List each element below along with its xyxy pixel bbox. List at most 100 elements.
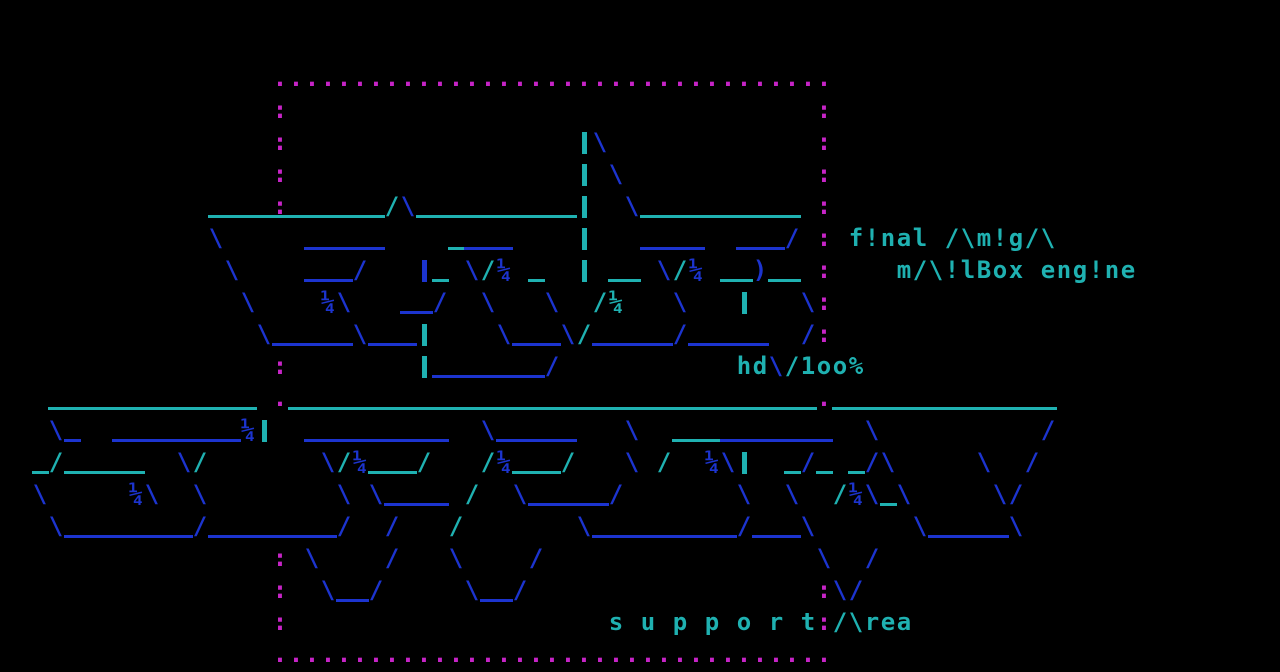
art-line [416, 439, 433, 442]
art-line [640, 343, 657, 346]
art-char: \ [576, 512, 592, 540]
art-line [368, 247, 385, 250]
art-line [528, 279, 545, 282]
art-line [880, 407, 897, 410]
title-final-amiga-char: \ [1040, 224, 1056, 252]
art-line [624, 279, 641, 282]
label-hd-char: d [752, 352, 768, 380]
art-line [192, 407, 209, 410]
art-char: \ [336, 288, 352, 316]
art-char: / [384, 192, 400, 220]
art-line [144, 535, 161, 538]
border-bottom: ................................... [272, 640, 832, 672]
label-hd-percent: 1 o o% [800, 352, 864, 384]
border-top-char: . [672, 64, 688, 92]
art-bar [582, 260, 587, 282]
title-final-amiga-char: / [1024, 224, 1040, 252]
art-char: / [448, 512, 464, 540]
title-final-amiga-char: f [848, 224, 864, 252]
art-line [672, 247, 689, 250]
art-char: \ [816, 544, 832, 572]
art-char: : [816, 320, 832, 348]
title-mailbox-engine-char: n [1056, 256, 1072, 284]
title-mailbox-engine-char: o [992, 256, 1008, 284]
art-char: ¼ [848, 480, 864, 508]
art-line [496, 439, 513, 442]
title-final-amiga-char: a [896, 224, 912, 252]
title-final-amiga-char: \ [960, 224, 976, 252]
art-line [496, 247, 513, 250]
border-top: ................................... [272, 64, 832, 96]
art-line [384, 407, 401, 410]
art-char: / [1040, 416, 1056, 444]
art-char: \ [672, 288, 688, 316]
art-char: \ [544, 288, 560, 316]
art-char: \ [352, 320, 368, 348]
art-bar [582, 132, 587, 154]
art-line [688, 247, 705, 250]
art-line [688, 439, 705, 442]
border-top-char: . [544, 64, 560, 92]
art-char: \ [32, 480, 48, 508]
art-char: \ [864, 480, 880, 508]
art-line [336, 343, 353, 346]
art-line [432, 503, 449, 506]
art-bar [742, 452, 747, 474]
border-bottom-char: . [464, 640, 480, 668]
art-line [512, 375, 529, 378]
art-char: : [272, 160, 288, 188]
art-char: / [432, 288, 448, 316]
art-line [560, 439, 577, 442]
title-mailbox-engine-char: n [1104, 256, 1120, 284]
border-bottom-char: . [480, 640, 496, 668]
border-top-char: . [304, 64, 320, 92]
art-char: / [384, 512, 400, 540]
art-line [304, 215, 321, 218]
art-line [320, 247, 337, 250]
art-char: / [416, 448, 432, 476]
art-line [336, 279, 353, 282]
art-line [768, 439, 785, 442]
art-line [448, 407, 465, 410]
art-line [368, 471, 385, 474]
art-line [512, 471, 529, 474]
border-bottom-char: . [272, 640, 288, 668]
art-line [880, 503, 897, 506]
border-top-char: . [688, 64, 704, 92]
art-line [720, 279, 737, 282]
art-line [464, 247, 481, 250]
art-char: : [272, 608, 288, 636]
art-char: / [192, 448, 208, 476]
art-line [400, 471, 417, 474]
art-char: : [272, 128, 288, 156]
art-char: ¼ [496, 256, 512, 284]
art-char: \ [896, 480, 912, 508]
art-line [768, 247, 785, 250]
art-char: \ [880, 448, 896, 476]
border-top-char: . [736, 64, 752, 92]
art-char: \ [656, 256, 672, 284]
art-line [176, 407, 193, 410]
art-line [480, 215, 497, 218]
border-bottom-char: . [496, 640, 512, 668]
border-top-char: . [800, 64, 816, 92]
title-mailbox-engine-char: B [976, 256, 992, 284]
art-char: : [272, 544, 288, 572]
art-char: / [336, 448, 352, 476]
border-top-char: . [416, 64, 432, 92]
label-hd-percent-char: % [848, 352, 864, 380]
border-bottom-char: . [752, 640, 768, 668]
art-line [800, 407, 817, 410]
art-line [432, 407, 449, 410]
title-final-amiga-char: ! [864, 224, 880, 252]
art-line [688, 407, 705, 410]
title-final-amiga: f! n a l / \ m! g / \ [848, 224, 1056, 256]
art-line [432, 215, 449, 218]
art-char: / [864, 448, 880, 476]
art-line [736, 407, 753, 410]
art-char: \ [320, 448, 336, 476]
art-char: / [672, 256, 688, 284]
border-bottom-char: . [656, 640, 672, 668]
art-char: / [864, 544, 880, 572]
